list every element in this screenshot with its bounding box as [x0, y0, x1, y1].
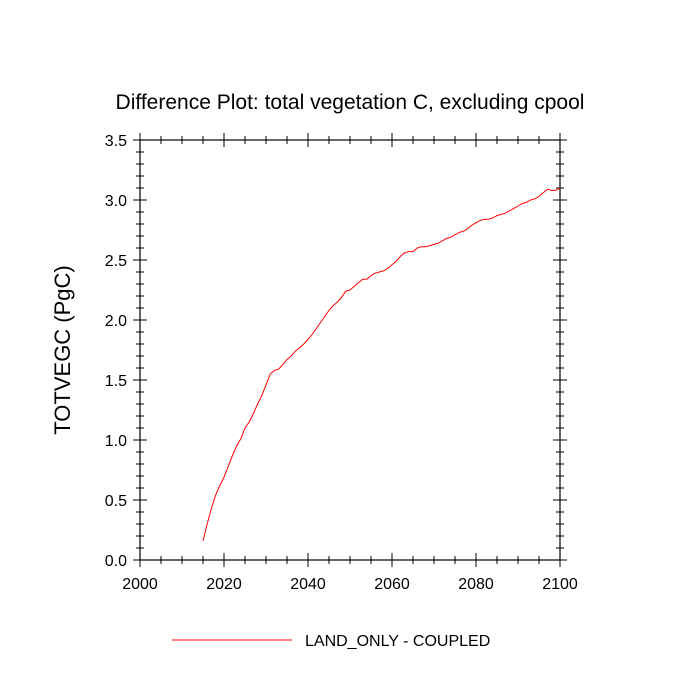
x-tick-labels: 2000 2020 2040 2060 2080 2100	[122, 576, 578, 593]
legend: LAND_ONLY - COUPLED	[172, 633, 490, 650]
y-tick-label: 0.5	[105, 493, 127, 510]
plot-area: 2000 2020 2040 2060 2080 2100 0.0 0.5 1.0 1.5 2.0…	[105, 133, 578, 593]
y-tick-label: 2.5	[105, 253, 127, 270]
x-tick-label: 2100	[542, 576, 578, 593]
chart-title: Difference Plot: total vegetation C, exc…	[116, 91, 585, 114]
y-tick-label: 0.0	[105, 553, 127, 570]
plot-frame	[139, 139, 561, 561]
y-axis-title: TOTVEGC (PgC)	[50, 265, 75, 435]
x-tick-label: 2020	[206, 576, 242, 593]
y-tick-label: 3.5	[105, 133, 127, 150]
x-tick-label: 2080	[458, 576, 494, 593]
series-line-0	[202, 187, 561, 541]
series-layer	[202, 187, 561, 541]
x-tick-label: 2040	[290, 576, 326, 593]
y-tick-label: 3.0	[105, 193, 127, 210]
x-tick-label: 2000	[122, 576, 158, 593]
minor-ticks	[136, 136, 564, 564]
legend-label: LAND_ONLY - COUPLED	[305, 633, 490, 650]
y-tick-labels: 0.0 0.5 1.0 1.5 2.0 2.5 3.0 3.5	[105, 133, 127, 570]
y-tick-label: 1.0	[105, 433, 127, 450]
x-tick-label: 2060	[374, 576, 410, 593]
major-ticks	[133, 133, 567, 567]
y-tick-label: 1.5	[105, 373, 127, 390]
y-tick-label: 2.0	[105, 313, 127, 330]
